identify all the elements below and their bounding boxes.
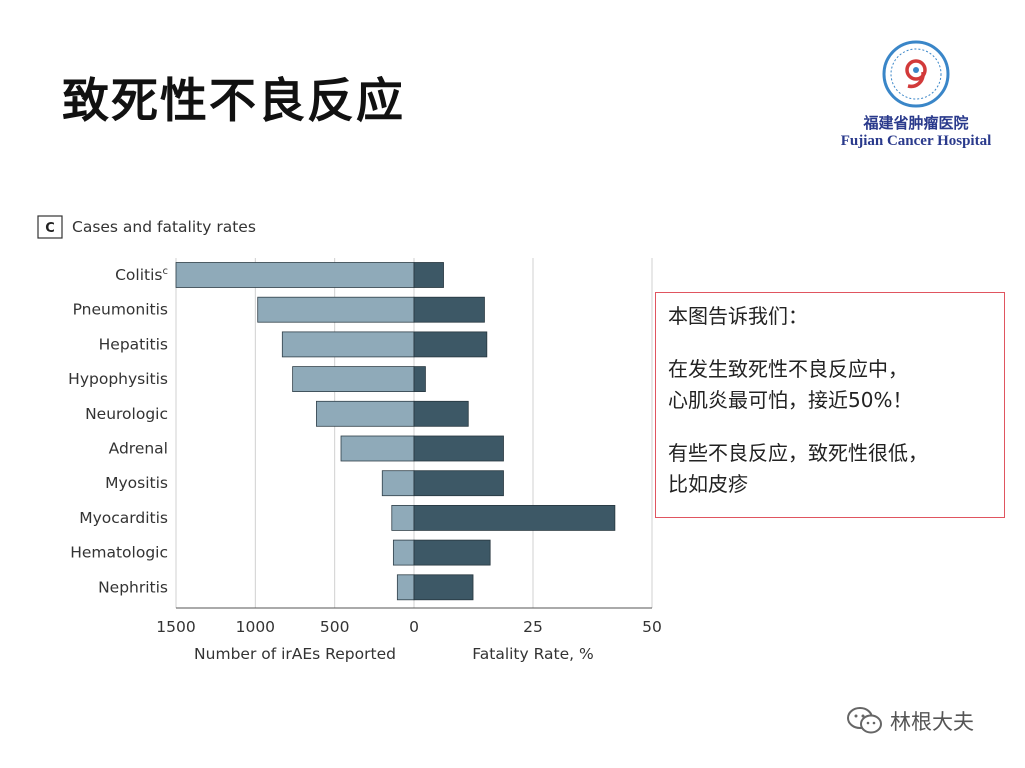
category-label: Hepatitis	[99, 335, 168, 353]
irae-count-bar	[340, 435, 415, 462]
chart-title: Cases and fatality rates	[72, 218, 256, 236]
axis-ticks: 1500 1000 500 0 25 50	[156, 618, 662, 636]
fatality-rate-bar	[413, 539, 491, 566]
hospital-name-en: Fujian Cancer Hospital	[840, 133, 992, 149]
fatality-rate-bar	[413, 504, 616, 531]
hospital-emblem-icon	[882, 40, 950, 108]
fatality-rate-bar	[413, 366, 426, 393]
fatality-rate-bar	[413, 400, 469, 427]
takeaway-note-box: 本图告诉我们： 在发生致死性不良反应中， 心肌炎最可怕，接近50%！ 有些不良反…	[655, 292, 1005, 518]
fatality-rate-bar	[413, 262, 444, 288]
left-axis-label: Number of irAEs Reported	[194, 645, 396, 663]
panel-letter: C	[45, 221, 55, 236]
right-axis-label: Fatality Rate, %	[472, 645, 593, 663]
note-line-5: 比如皮疹	[668, 472, 748, 496]
tick-label: 1500	[156, 618, 195, 636]
note-line-2: 在发生致死性不良反应中，	[668, 357, 908, 381]
tick-label: 50	[642, 618, 662, 636]
fatality-rate-bar	[413, 470, 504, 497]
panel-letter-box	[37, 215, 63, 239]
fatality-rate-bar	[413, 435, 504, 462]
irae-count-bar	[392, 539, 415, 566]
irae-count-bar	[257, 296, 415, 323]
wechat-icon	[847, 707, 882, 734]
chart-header: C Cases and fatality rates	[37, 215, 256, 239]
fatality-rate-bar	[413, 331, 488, 358]
irae-count-bar	[381, 470, 415, 497]
category-label: Nephritis	[98, 578, 168, 596]
category-label: Hypophysitis	[68, 370, 168, 388]
fatality-rate-bar	[413, 296, 485, 323]
slide-title: 致死性不良反应	[62, 74, 405, 129]
note-line-1: 本图告诉我们：	[668, 304, 808, 328]
note-line-4: 有些不良反应，致死性很低，	[668, 441, 928, 465]
watermark-text: 林根大夫	[890, 710, 974, 734]
category-superscript: c	[163, 266, 169, 277]
category-label: Myositis	[105, 474, 168, 492]
irae-count-bar	[292, 366, 415, 393]
category-label: Myocarditis	[79, 509, 168, 527]
category-label: Neurologic	[85, 405, 168, 423]
chart-bars	[175, 262, 616, 601]
tick-label: 25	[523, 618, 543, 636]
watermark: 林根大夫	[846, 706, 974, 736]
category-label: Adrenal	[109, 440, 168, 458]
tick-label: 0	[409, 618, 419, 636]
irae-count-bar	[391, 504, 415, 531]
irae-count-bar	[316, 400, 415, 427]
note-line-3: 心肌炎最可怕，接近50%！	[668, 388, 913, 412]
irae-count-bar	[281, 331, 415, 358]
tick-label: 1000	[236, 618, 275, 636]
category-label: Pneumonitis	[73, 301, 168, 319]
irae-count-bar	[396, 574, 415, 601]
category-labels: Colitisc Pneumonitis Hepatitis Hypophysitis…	[68, 266, 168, 596]
category-label: Colitisc	[115, 266, 168, 284]
category-label: Hematologic	[70, 544, 168, 562]
hospital-name-cn: 福建省肿瘤医院	[863, 114, 969, 132]
tick-label: 500	[320, 618, 350, 636]
hospital-logo-block: 福建省肿瘤医院 Fujian Cancer Hospital	[826, 40, 1006, 150]
irae-count-bar	[175, 262, 415, 288]
fatality-rate-bar	[413, 574, 474, 601]
